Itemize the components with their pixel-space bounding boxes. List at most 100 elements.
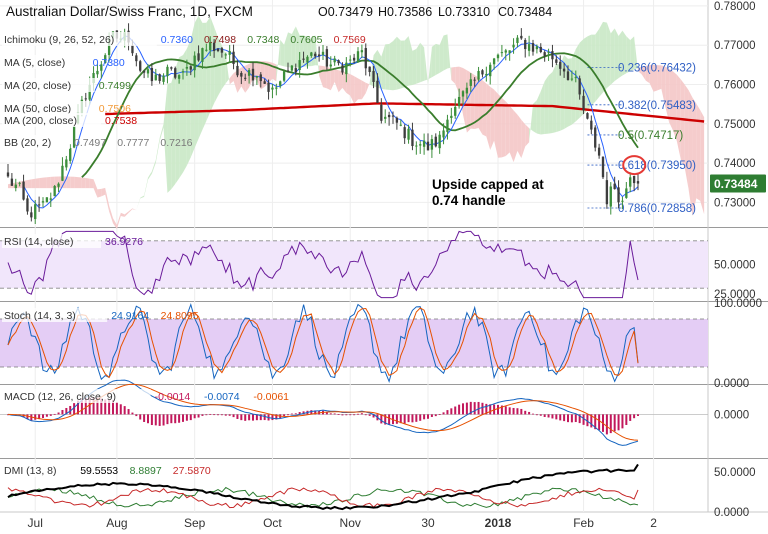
ohlc-value: L0.73310 bbox=[438, 5, 490, 19]
ichimoku-cloud-segment bbox=[498, 93, 502, 158]
macd-hist-bar bbox=[465, 402, 468, 415]
candle-body bbox=[485, 73, 488, 76]
ichimoku-cloud-segment bbox=[78, 177, 82, 189]
ichimoku-cloud-segment bbox=[408, 36, 413, 86]
ichimoku-cloud-segment bbox=[233, 70, 238, 93]
ichimoku-cloud-segment bbox=[27, 179, 32, 189]
macd-hist-bar bbox=[469, 401, 472, 415]
candle-body bbox=[135, 55, 138, 62]
ichimoku-cloud-segment bbox=[361, 80, 366, 100]
stoch-tick-label: 100.0000 bbox=[714, 298, 762, 310]
macd-hist-bar bbox=[419, 414, 422, 421]
macd-hist-bar bbox=[578, 414, 581, 424]
stoch-pane[interactable] bbox=[0, 302, 708, 383]
ichimoku-cloud-segment bbox=[490, 86, 495, 150]
candle-body bbox=[251, 68, 255, 81]
ichimoku-cloud-segment bbox=[509, 105, 514, 163]
candle-body bbox=[422, 140, 426, 147]
ichimoku-cloud-segment bbox=[459, 66, 463, 115]
dmi-pane[interactable] bbox=[7, 463, 639, 511]
macd-pane[interactable] bbox=[0, 379, 708, 446]
candle-body bbox=[271, 87, 274, 90]
candle-body bbox=[625, 188, 628, 198]
macd-hist-bar bbox=[119, 404, 122, 415]
macd-hist-bar bbox=[26, 414, 29, 420]
fib-level-label: 0.618(0.73950) bbox=[618, 160, 696, 172]
main-price-pane[interactable]: 0.236(0.76432) 0.382(0.75483) 0.5(0.74717)… bbox=[6, 15, 705, 230]
candle-body bbox=[314, 53, 317, 57]
macd-hist-bar bbox=[205, 414, 208, 416]
macd-hist-bar bbox=[220, 414, 223, 416]
candle-body bbox=[469, 79, 472, 86]
macd-hist-bar bbox=[497, 404, 499, 415]
ichimoku-cloud-segment bbox=[396, 36, 401, 90]
macd-hist-bar bbox=[53, 413, 56, 415]
macd-hist-bar bbox=[613, 414, 616, 432]
ichimoku-cloud-segment bbox=[626, 36, 631, 74]
macd-hist-bar bbox=[69, 405, 72, 415]
time-tick-label: Oct bbox=[263, 516, 282, 530]
stoch-k-line bbox=[7, 302, 639, 383]
candle-body bbox=[426, 141, 430, 151]
candle-body bbox=[562, 68, 566, 72]
candle-body bbox=[430, 139, 434, 150]
macd-hist-bar bbox=[201, 414, 204, 416]
candle-body bbox=[609, 186, 612, 207]
legend-dmi-bg bbox=[2, 463, 77, 477]
price-tick-label: 0.73000 bbox=[714, 197, 756, 209]
ichimoku-cloud-segment bbox=[696, 103, 701, 201]
candle-body bbox=[512, 44, 515, 48]
candle-body bbox=[150, 68, 154, 82]
macd-hist-bar bbox=[485, 403, 488, 415]
macd-hist-bar bbox=[139, 414, 142, 420]
ichimoku-cloud-segment bbox=[673, 71, 677, 142]
candle-body bbox=[551, 51, 554, 60]
candle-body bbox=[22, 181, 25, 200]
rsi-pane[interactable] bbox=[0, 230, 708, 299]
macd-hist-bar bbox=[481, 402, 484, 415]
candle-body bbox=[613, 183, 616, 190]
legend-1-value: 0.7380 bbox=[93, 57, 125, 69]
ichimoku-cloud-segment bbox=[424, 47, 428, 85]
legend-rsi-bg bbox=[2, 234, 101, 248]
legend-macd-value: -0.0061 bbox=[253, 391, 289, 403]
candle-body bbox=[286, 70, 290, 72]
macd-hist-bar bbox=[368, 414, 371, 416]
last-price-badge bbox=[710, 174, 766, 193]
ichimoku-cloud-segment bbox=[39, 177, 43, 189]
ichimoku-cloud-segment bbox=[264, 61, 269, 87]
candle-body bbox=[290, 65, 294, 71]
candle-body bbox=[629, 177, 632, 187]
macd-hist-bar bbox=[232, 414, 235, 418]
candle-body bbox=[100, 64, 103, 71]
candle-body bbox=[527, 44, 531, 51]
ichimoku-cloud-segment bbox=[412, 48, 417, 86]
macd-hist-bar bbox=[547, 414, 550, 418]
ichimoku-cloud-segment bbox=[575, 42, 580, 122]
macd-hist-bar bbox=[127, 409, 130, 415]
dmi-plus-line bbox=[7, 486, 639, 508]
ohlc-value: H0.73586 bbox=[378, 5, 432, 19]
candle-body bbox=[415, 145, 418, 147]
candle-body bbox=[582, 95, 585, 111]
macd-hist-bar bbox=[298, 412, 301, 415]
candle-body bbox=[574, 77, 577, 79]
legend-3-label: MA (50, close) bbox=[4, 103, 71, 115]
candle-body bbox=[594, 127, 597, 148]
macd-hist-bar bbox=[302, 411, 305, 415]
macd-hist-bar bbox=[500, 405, 503, 415]
candle-body bbox=[535, 46, 539, 50]
macd-hist-bar bbox=[442, 412, 445, 415]
candle-body bbox=[434, 136, 437, 147]
legend-0-value: 0.7348 bbox=[247, 34, 279, 46]
ichimoku-cloud-segment bbox=[486, 83, 491, 150]
rsi-tick-label: 50.0000 bbox=[714, 260, 756, 272]
ichimoku-cloud-segment bbox=[634, 36, 638, 72]
ichimoku-cloud-segment bbox=[229, 73, 234, 85]
price-tick-label: 0.78000 bbox=[714, 1, 756, 13]
legend-dmi-value: 59.5553 bbox=[80, 465, 118, 477]
ichimoku-cloud-segment bbox=[641, 65, 646, 81]
macd-hist-bar bbox=[325, 412, 328, 415]
legend-dmi-label: DMI (13, 8) bbox=[4, 465, 57, 477]
legend-stoch-bg bbox=[2, 308, 108, 322]
